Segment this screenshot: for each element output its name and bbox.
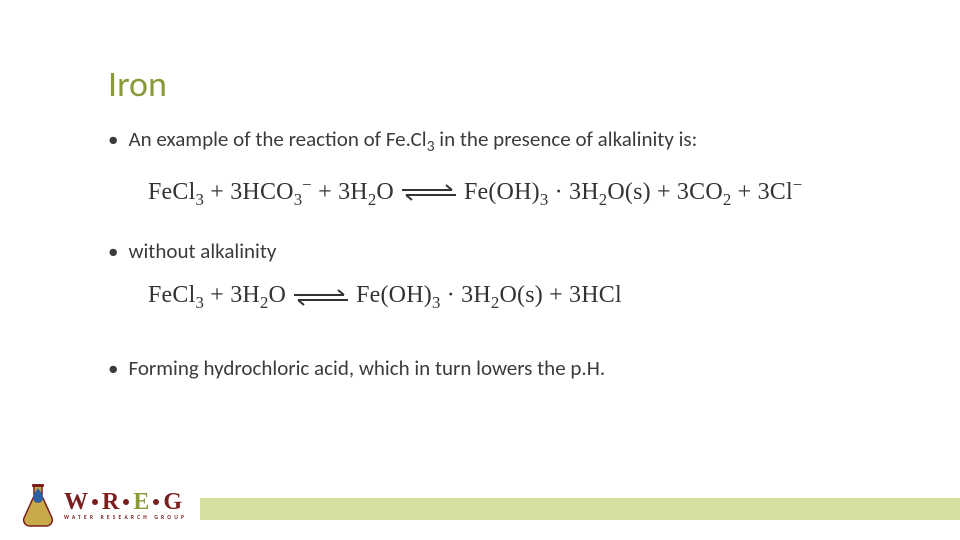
logo-letter-e: E bbox=[133, 490, 149, 514]
bullet-dot: • bbox=[108, 355, 118, 381]
equation-2-rhs: Fe(OH)3 · 3H2O(s) + 3HCl bbox=[356, 282, 622, 313]
slide-title: Iron bbox=[108, 62, 167, 106]
equation-2: FeCl3 + 3H2O Fe(OH)3 · 3H2O(s) + 3HCl bbox=[148, 282, 900, 313]
logo-letter-r: R bbox=[102, 490, 119, 514]
footer-bar bbox=[200, 498, 960, 520]
equation-1-lhs: FeCl3 + 3HCO3− + 3H2O bbox=[148, 175, 394, 210]
logo-dot-icon bbox=[92, 499, 98, 505]
equation-1: FeCl3 + 3HCO3− + 3H2O Fe(OH)3 · 3H2O(s) … bbox=[148, 175, 900, 210]
equilibrium-arrow-icon bbox=[292, 288, 350, 306]
bullet-2-text: without alkalinity bbox=[128, 238, 276, 264]
bullet-1-suffix: in the presence of alkalinity is: bbox=[435, 126, 698, 152]
bullet-3: • Forming hydrochloric acid, which in tu… bbox=[108, 355, 900, 381]
slide-body: • An example of the reaction of Fe.Cl3 i… bbox=[108, 120, 900, 381]
equation-2-lhs: FeCl3 + 3H2O bbox=[148, 282, 286, 313]
bullet-dot: • bbox=[108, 126, 118, 152]
bullet-3-text: Forming hydrochloric acid, which in turn… bbox=[128, 355, 605, 381]
logo-text: W R E G WATER RESEARCH GROUP bbox=[64, 490, 187, 522]
logo-letter-g: G bbox=[163, 490, 182, 514]
bullet-2: • without alkalinity bbox=[108, 238, 900, 264]
flask-icon bbox=[18, 482, 58, 530]
logo: W R E G WATER RESEARCH GROUP bbox=[18, 480, 198, 532]
logo-subline: WATER RESEARCH GROUP bbox=[64, 516, 187, 522]
bullet-dot: • bbox=[108, 238, 118, 264]
bullet-1: • An example of the reaction of Fe.Cl3 i… bbox=[108, 126, 900, 157]
equation-1-rhs: Fe(OH)3 · 3H2O(s) + 3CO2 + 3Cl− bbox=[464, 175, 803, 210]
bullet-1-text: An example of the reaction of Fe.Cl3 in … bbox=[128, 126, 697, 157]
logo-dot-icon bbox=[123, 499, 129, 505]
logo-dot-icon bbox=[153, 499, 159, 505]
logo-letters: W R E G bbox=[64, 490, 187, 514]
equilibrium-arrow-icon bbox=[400, 183, 458, 201]
bullet-1-sub: 3 bbox=[427, 137, 435, 156]
slide: Iron • An example of the reaction of Fe.… bbox=[0, 0, 960, 540]
logo-letter-w: W bbox=[64, 490, 88, 514]
bullet-1-prefix: An example of the reaction of Fe.Cl bbox=[128, 126, 426, 152]
